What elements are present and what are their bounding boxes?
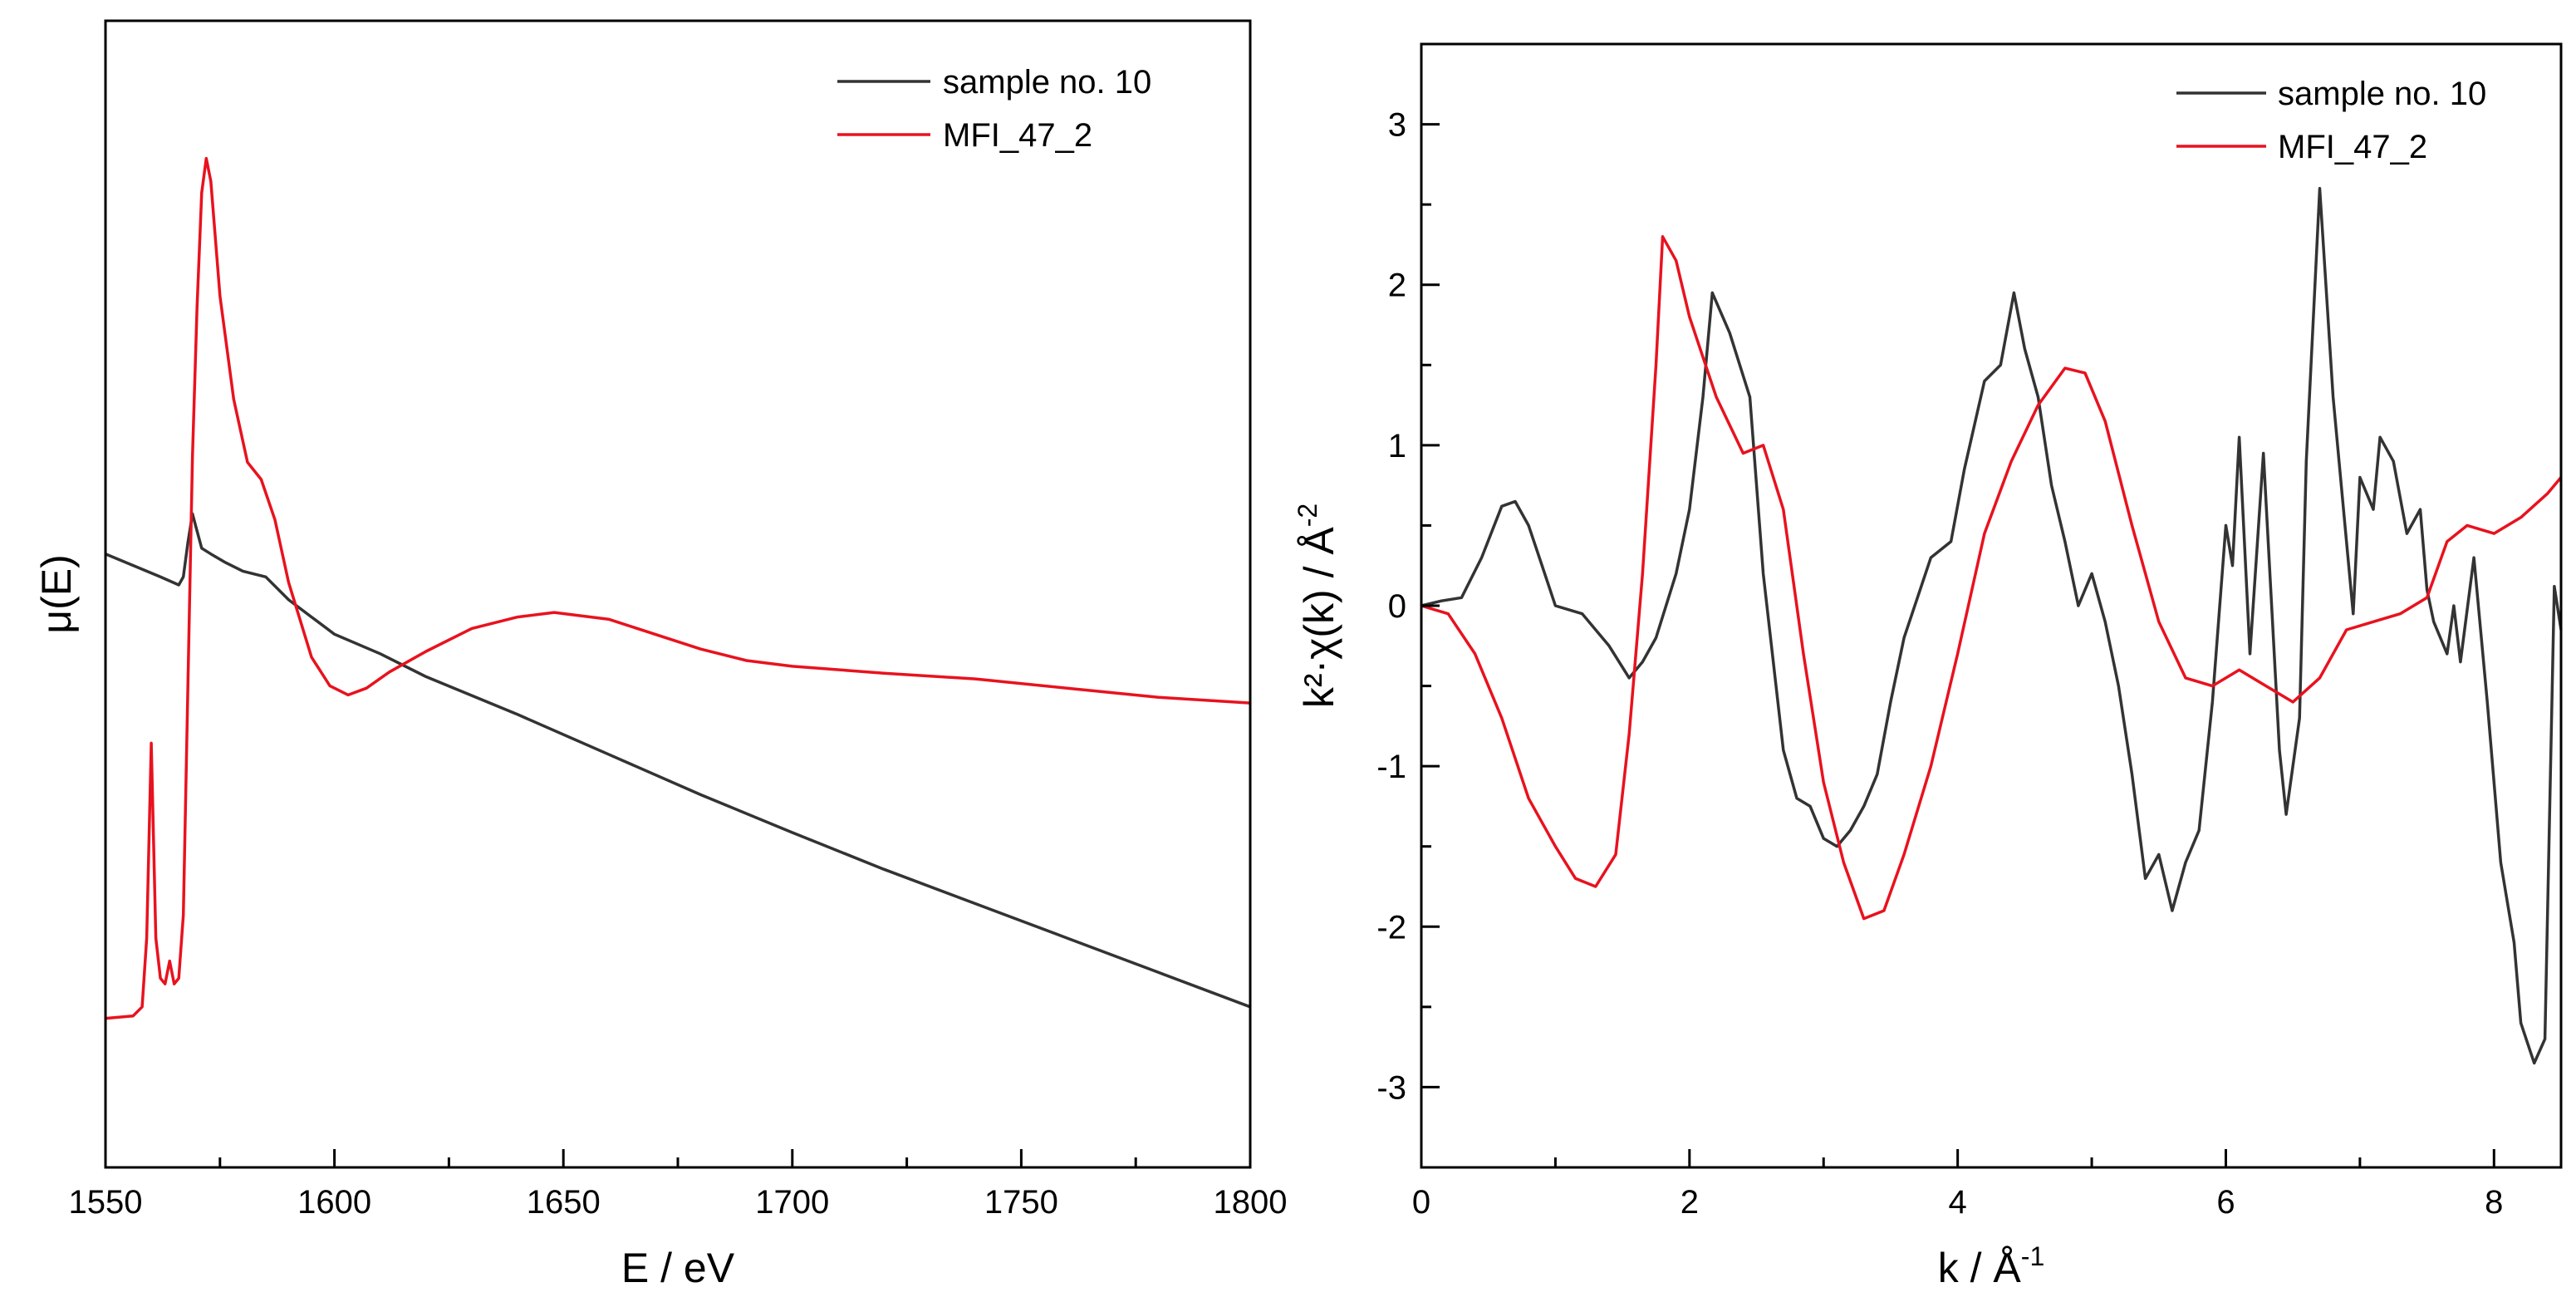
- left-x-axis-label: E / eV: [621, 1245, 735, 1291]
- right-x-axis-label-text: k / Å: [1938, 1245, 2022, 1291]
- left-x-tick-label: 1750: [984, 1184, 1058, 1221]
- right-y-tick-label: -2: [1376, 909, 1406, 946]
- right-x-axis-label: k / Å-1: [1938, 1241, 2044, 1291]
- right-series-mfi-47-2: [1420, 235, 2563, 921]
- right-series-sample-no-10: [1420, 187, 2563, 1065]
- right-y-axis-label: k²·χ(k) / Å-2: [1293, 504, 1342, 708]
- right-y-tick-label: 2: [1388, 268, 1406, 304]
- left-series-mfi-47-2: [105, 156, 1251, 1020]
- right-y-tick-label: 0: [1388, 588, 1406, 625]
- right-y-tick-label: 1: [1388, 428, 1406, 464]
- left-x-tick-label: 1600: [297, 1184, 371, 1221]
- right-axis-ticks: 0 2 4 6 8 -3 -2 -1 0 1 2 3: [1376, 42, 2503, 1221]
- left-legend-label-mfi: MFI_47_2: [943, 117, 1092, 154]
- right-y-axis-label-sup: -2: [1293, 504, 1322, 527]
- right-x-tick-label: 2: [1681, 1184, 1699, 1221]
- right-legend: sample no. 10 MFI_47_2: [2176, 76, 2486, 165]
- right-x-axis-label-sup: -1: [2021, 1241, 2044, 1271]
- right-legend-label-sample10: sample no. 10: [2278, 76, 2486, 112]
- right-y-tick-label: -3: [1376, 1069, 1406, 1106]
- left-x-tick-label: 1700: [755, 1184, 829, 1221]
- right-x-tick-label: 8: [2485, 1184, 2503, 1221]
- left-y-axis-label: μ(E): [33, 554, 80, 633]
- right-x-tick-label: 0: [1412, 1184, 1430, 1221]
- left-x-tick-label: 1550: [69, 1184, 143, 1221]
- left-legend-label-sample10: sample no. 10: [943, 64, 1151, 101]
- left-plot-frame: [104, 19, 1252, 1169]
- left-x-tick-label: 1800: [1214, 1184, 1288, 1221]
- left-axis-ticks: 1550 1600 1650 1700 1750 1800: [69, 1149, 1288, 1221]
- right-x-tick-label: 6: [2216, 1184, 2235, 1221]
- right-y-tick-label: -1: [1376, 749, 1406, 785]
- right-y-tick-label: 3: [1388, 107, 1406, 144]
- left-series-lines: [105, 156, 1251, 1020]
- right-y-axis-label-text: k²·χ(k) / Å: [1296, 527, 1342, 709]
- right-plot-frame: [1420, 42, 2563, 1169]
- right-x-tick-label: 4: [1949, 1184, 1967, 1221]
- left-x-tick-label: 1650: [527, 1184, 601, 1221]
- right-series-lines: [1420, 187, 2563, 1065]
- right-legend-label-mfi: MFI_47_2: [2278, 129, 2427, 165]
- panel-xanes: 1550 1600 1650 1700 1750 1800 E / eV μ(E) sam…: [33, 19, 1288, 1291]
- left-series-sample-no-10: [105, 512, 1251, 1009]
- left-legend: sample no. 10 MFI_47_2: [837, 64, 1151, 154]
